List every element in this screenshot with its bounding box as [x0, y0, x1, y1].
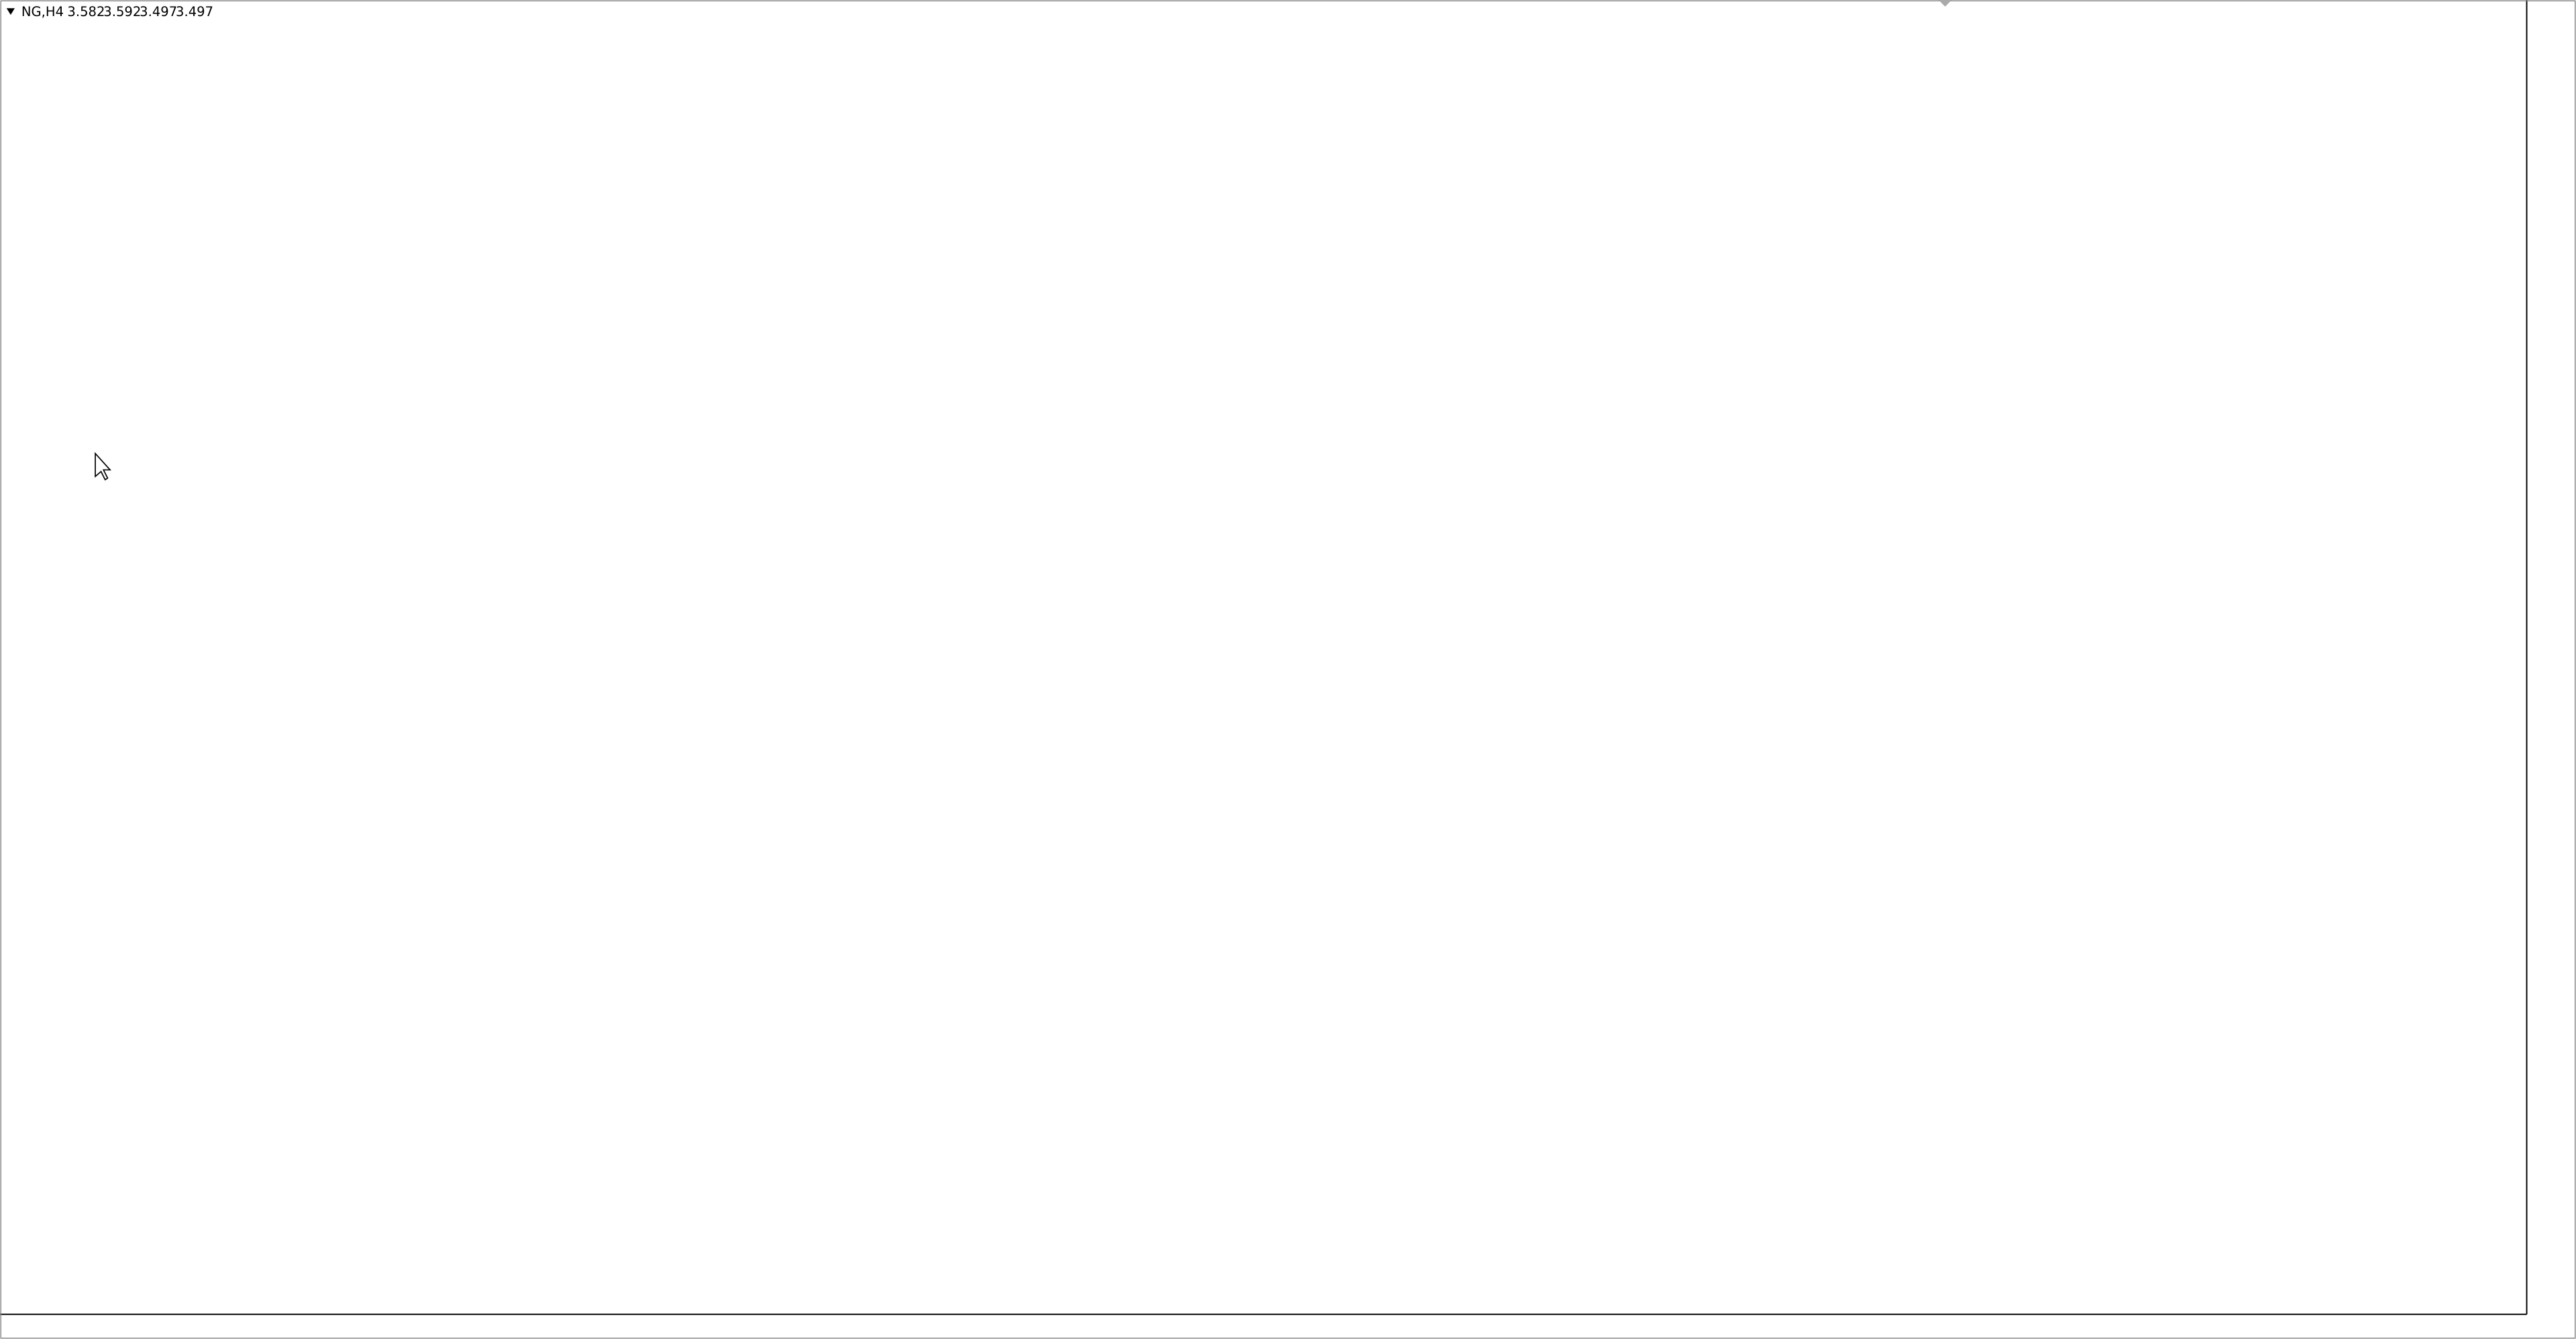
mouse-cursor: [95, 451, 112, 481]
menu-arrow[interactable]: [6, 8, 15, 15]
quote-close: 3.497: [176, 4, 213, 19]
quote-high: 3.592: [103, 4, 141, 19]
symbol: NG,H4: [21, 4, 64, 19]
header: NG,H4 3.582 3.592 3.497 3.497: [6, 4, 213, 19]
shift-marker: [1938, 0, 1952, 7]
quote-open: 3.582: [67, 4, 105, 19]
quote-low: 3.497: [140, 4, 177, 19]
